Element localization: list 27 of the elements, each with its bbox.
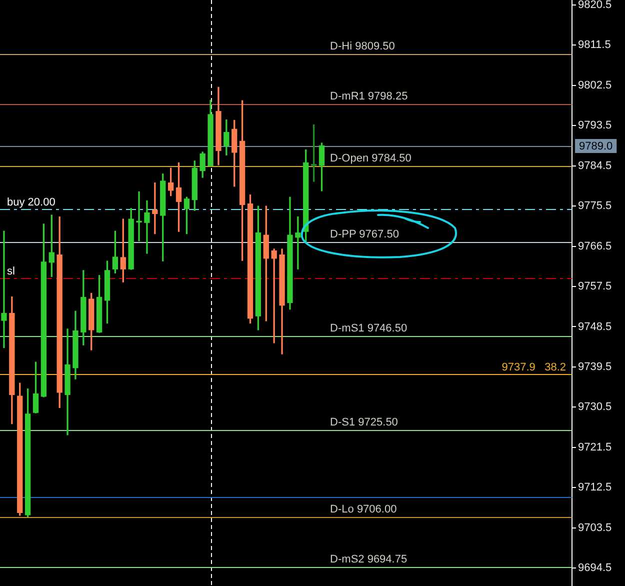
ref-line-label: D-Open 9784.50 — [330, 152, 412, 165]
ref-line-label: D-Lo 9706.00 — [330, 504, 397, 516]
y-tick-label: 9721.5 — [578, 441, 612, 454]
ref-line-label: D-mS2 9694.75 — [330, 554, 408, 566]
ref-line-label: 9789.0 — [579, 140, 613, 153]
y-tick-label: 9793.5 — [578, 120, 612, 132]
y-tick-label: 9775.5 — [578, 200, 612, 212]
ref-line-label: D-mR1 9798.25 — [330, 90, 408, 103]
ref-line-label: D-PP 9767.50 — [330, 228, 399, 241]
y-tick-label: 9694.5 — [578, 562, 612, 574]
y-tick-label: 9820.5 — [578, 0, 612, 11]
y-tick-label: 9703.5 — [578, 522, 612, 534]
y-tick-label: 9811.5 — [578, 39, 611, 52]
y-tick-label: 9802.5 — [578, 79, 612, 92]
y-tick-label: 9757.5 — [578, 280, 612, 293]
ref-line-label: D-S1 9725.50 — [330, 416, 398, 429]
y-tick-label: 9766.5 — [578, 240, 612, 252]
y-tick-label: 9730.5 — [578, 401, 612, 414]
ref-line-label: D-Hi 9809.50 — [330, 40, 395, 53]
ref-line-label: 9737.9 38.2 — [502, 362, 566, 374]
y-tick-label: 9712.5 — [578, 482, 612, 494]
ref-line-label: buy 20.00 — [7, 196, 56, 209]
y-tick-label: 9748.5 — [578, 320, 612, 333]
ref-line-label: D-mS1 9746.50 — [330, 322, 408, 335]
y-tick-label: 9784.5 — [578, 160, 612, 172]
y-tick-label: 9739.5 — [578, 361, 612, 374]
ref-line-label: sl — [7, 266, 15, 278]
